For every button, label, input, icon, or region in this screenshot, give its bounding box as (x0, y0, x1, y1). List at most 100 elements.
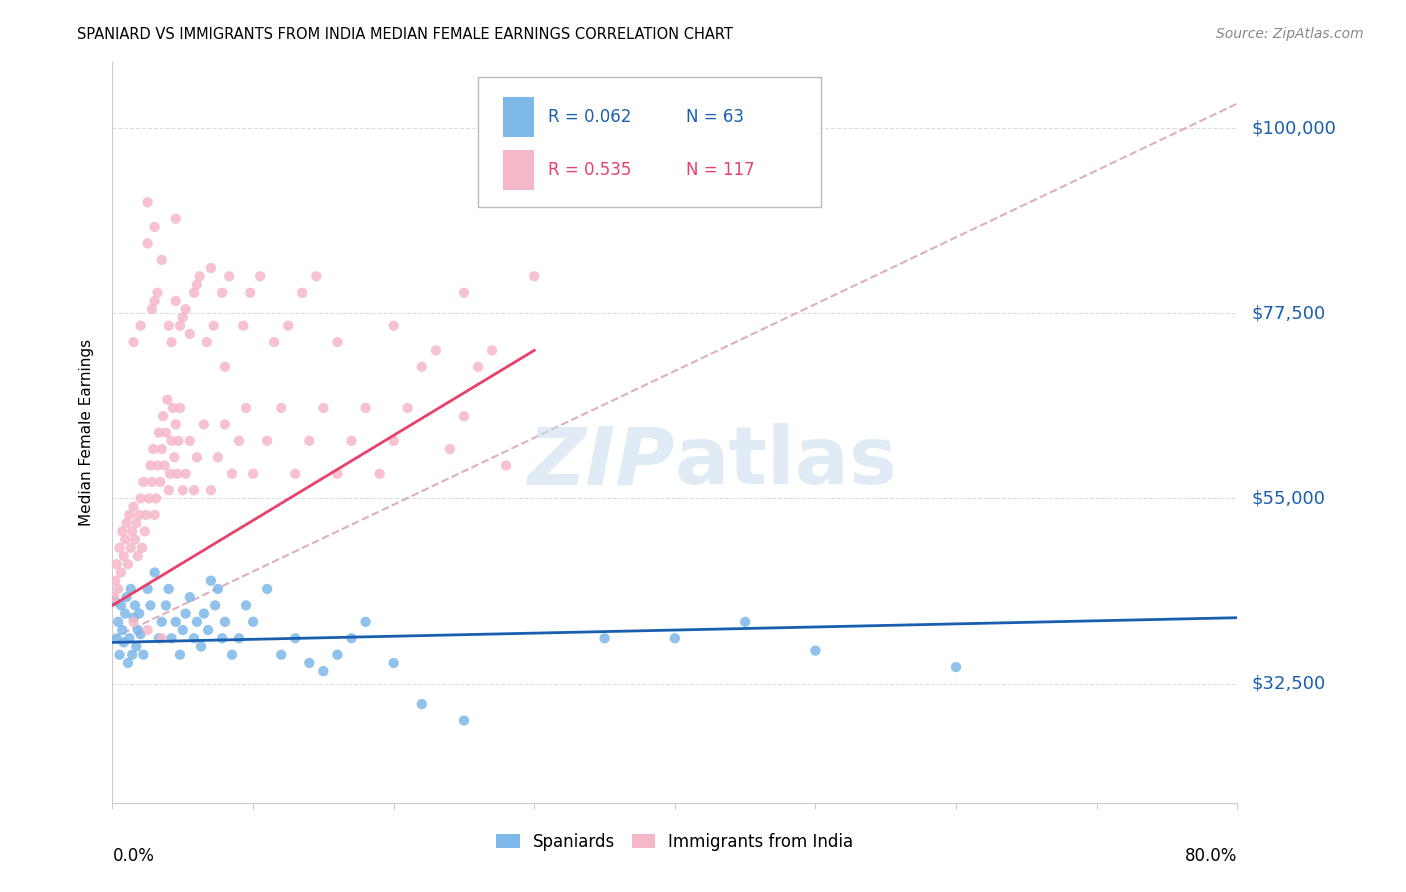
Point (481, 343, 503, 358)
Point (112, 635, 135, 649)
Point (143, 508, 166, 522)
Point (152, 409, 174, 424)
Point (298, 434, 321, 448)
Point (186, 450, 208, 465)
FancyBboxPatch shape (503, 150, 534, 190)
Point (150, 442, 173, 456)
Point (111, 524, 134, 539)
Point (166, 467, 188, 481)
Point (115, 590, 138, 604)
Point (157, 582, 180, 596)
Point (148, 632, 170, 646)
Point (145, 491, 167, 506)
Point (204, 599, 226, 613)
Point (103, 590, 125, 604)
Point (124, 599, 146, 613)
Point (228, 434, 250, 448)
Point (136, 236, 159, 251)
Point (163, 450, 186, 465)
Point (122, 611, 145, 625)
Point (117, 656, 139, 670)
Point (284, 467, 307, 481)
FancyBboxPatch shape (503, 96, 534, 137)
Point (117, 558, 139, 572)
Point (174, 607, 197, 621)
Point (368, 467, 391, 481)
Point (125, 640, 148, 654)
Point (136, 623, 159, 637)
Point (298, 656, 321, 670)
Point (211, 632, 233, 646)
Point (270, 401, 292, 415)
Point (228, 632, 250, 646)
Point (122, 615, 145, 629)
Point (340, 632, 363, 646)
Point (165, 615, 187, 629)
Point (453, 714, 475, 728)
Point (169, 401, 191, 415)
Point (155, 599, 177, 613)
Point (132, 648, 155, 662)
Point (112, 549, 135, 563)
Point (425, 343, 447, 358)
Point (214, 359, 236, 374)
Point (115, 516, 138, 530)
Text: atlas: atlas (675, 423, 898, 501)
Point (132, 475, 155, 489)
Point (143, 219, 166, 234)
Point (211, 285, 233, 300)
Text: N = 117: N = 117 (686, 161, 755, 179)
Point (232, 318, 254, 333)
Point (108, 541, 131, 555)
Point (193, 417, 215, 432)
Point (114, 533, 136, 547)
Point (453, 409, 475, 424)
Text: 0.0%: 0.0% (112, 847, 155, 865)
Point (122, 335, 145, 350)
Point (382, 318, 405, 333)
Point (136, 582, 159, 596)
Point (256, 434, 278, 448)
Point (111, 623, 134, 637)
Text: $77,500: $77,500 (1251, 304, 1326, 322)
Point (108, 648, 131, 662)
Point (146, 285, 169, 300)
Point (214, 417, 236, 432)
Point (148, 425, 170, 440)
Point (179, 326, 201, 341)
Point (138, 491, 160, 506)
Point (122, 500, 145, 514)
Point (153, 458, 176, 473)
Point (277, 318, 299, 333)
Text: R = 0.535: R = 0.535 (548, 161, 631, 179)
Point (172, 623, 194, 637)
Point (159, 467, 181, 481)
Point (128, 508, 150, 522)
Point (157, 483, 180, 498)
Point (139, 458, 162, 473)
Point (523, 269, 546, 284)
Point (129, 627, 152, 641)
Point (150, 632, 173, 646)
Point (218, 269, 240, 284)
Point (172, 310, 194, 325)
Point (172, 483, 194, 498)
Point (188, 269, 211, 284)
Point (127, 549, 149, 563)
Point (141, 475, 163, 489)
Point (207, 450, 229, 465)
Point (197, 623, 219, 637)
Point (495, 458, 517, 473)
Point (131, 541, 153, 555)
Point (143, 293, 166, 308)
Point (155, 425, 177, 440)
Point (326, 335, 349, 350)
Point (146, 458, 169, 473)
Point (804, 643, 827, 657)
Point (411, 359, 433, 374)
Point (221, 648, 243, 662)
Point (114, 607, 136, 621)
Text: 80.0%: 80.0% (1185, 847, 1237, 865)
Point (354, 401, 377, 415)
Point (157, 318, 180, 333)
